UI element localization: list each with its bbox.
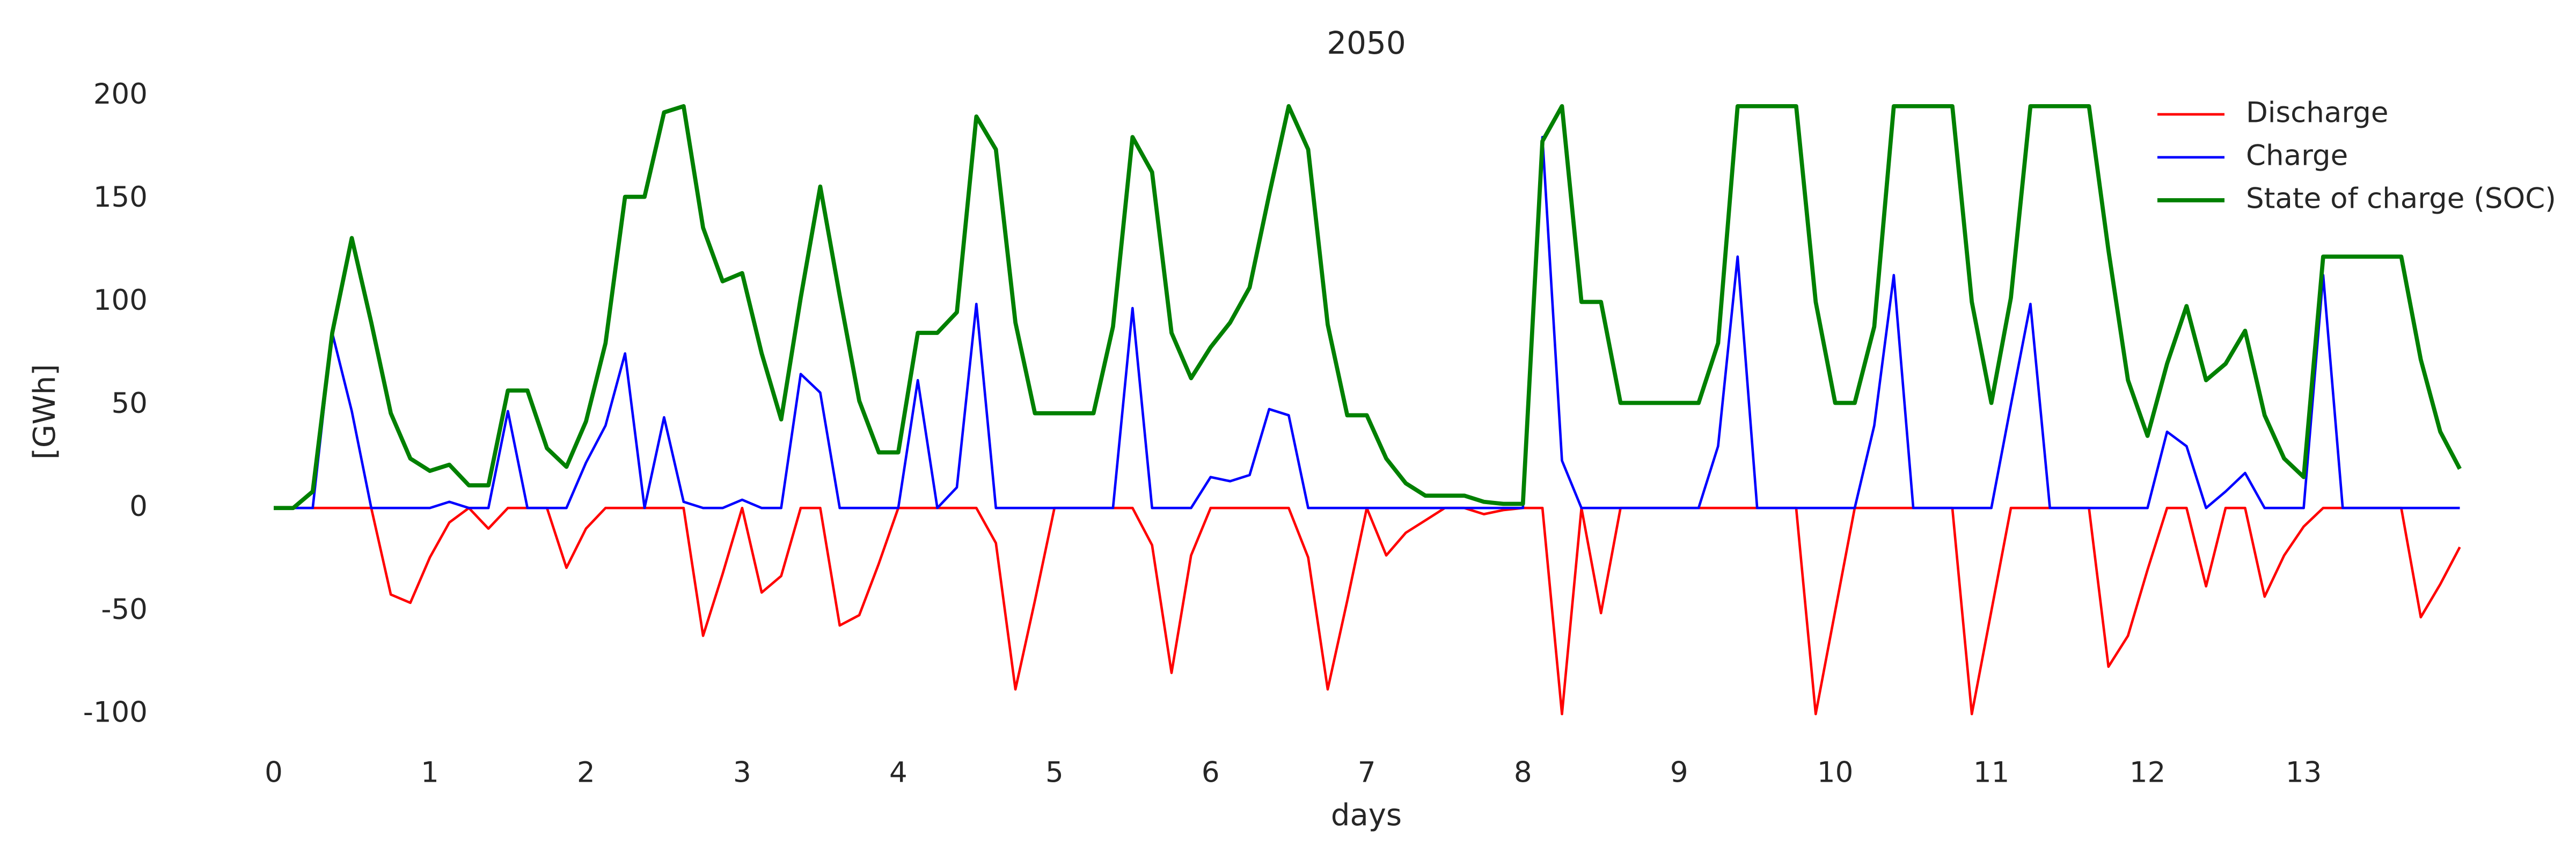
y-tick-label: 150 xyxy=(93,181,148,214)
y-tick-label: 50 xyxy=(112,387,148,420)
x-tick-label: 8 xyxy=(1514,756,1532,789)
y-tick-label: 100 xyxy=(93,284,148,317)
x-tick-label: 12 xyxy=(2129,756,2165,789)
x-tick-label: 6 xyxy=(1202,756,1220,789)
x-tick-label: 5 xyxy=(1045,756,1064,789)
series-line xyxy=(274,104,2462,511)
y-tick-label: 200 xyxy=(93,78,148,111)
legend-label: State of charge (SOC) xyxy=(2246,183,2556,215)
x-tick-label: 7 xyxy=(1358,756,1376,789)
legend-label: Charge xyxy=(2246,140,2348,172)
series-line xyxy=(274,135,2460,509)
x-tick-label: 10 xyxy=(1817,756,1853,789)
y-tick-label: 0 xyxy=(129,490,148,523)
x-tick-label: 13 xyxy=(2286,756,2322,789)
y-tick-label: -50 xyxy=(101,593,148,626)
x-axis-label: days xyxy=(1331,798,1402,833)
x-tick-label: 2 xyxy=(577,756,595,789)
x-tick-label: 4 xyxy=(889,756,908,789)
legend-label: Discharge xyxy=(2246,97,2388,129)
x-tick-label: 1 xyxy=(421,756,439,789)
x-tick-label: 0 xyxy=(265,756,283,789)
x-tick-label: 11 xyxy=(1973,756,2009,789)
x-tick-label: 3 xyxy=(733,756,751,789)
y-axis-label: [GWh] xyxy=(27,364,62,460)
chart-title: 2050 xyxy=(1327,25,1406,61)
y-tick-label: -100 xyxy=(83,696,148,729)
x-tick-label: 9 xyxy=(1670,756,1688,789)
